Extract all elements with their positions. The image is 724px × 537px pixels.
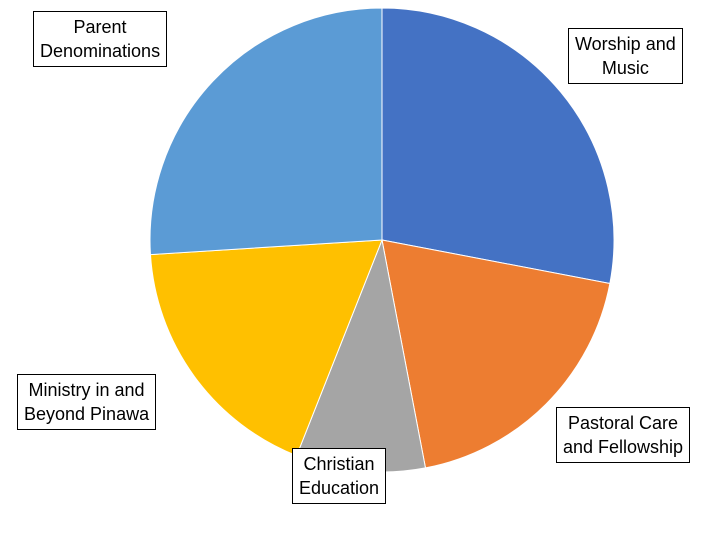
pie-slice-pastoral-care-and-fellowship (381, 239, 611, 469)
pie-slice-parent-denominations (149, 7, 383, 256)
label-pastoral-care-and-fellowship: Pastoral Care and Fellowship (556, 407, 691, 463)
pie-slice-ministry-in-and-beyond-pinawa (149, 239, 383, 457)
pie-slice-worship-and-music (381, 7, 615, 285)
label-christian-education: Christian Education (292, 448, 387, 504)
label-parent-denominations: Parent Denominations (33, 11, 168, 67)
label-worship-and-music: Worship and Music (568, 28, 683, 84)
label-ministry-in-and-beyond-pinawa: Ministry in and Beyond Pinawa (17, 374, 157, 430)
